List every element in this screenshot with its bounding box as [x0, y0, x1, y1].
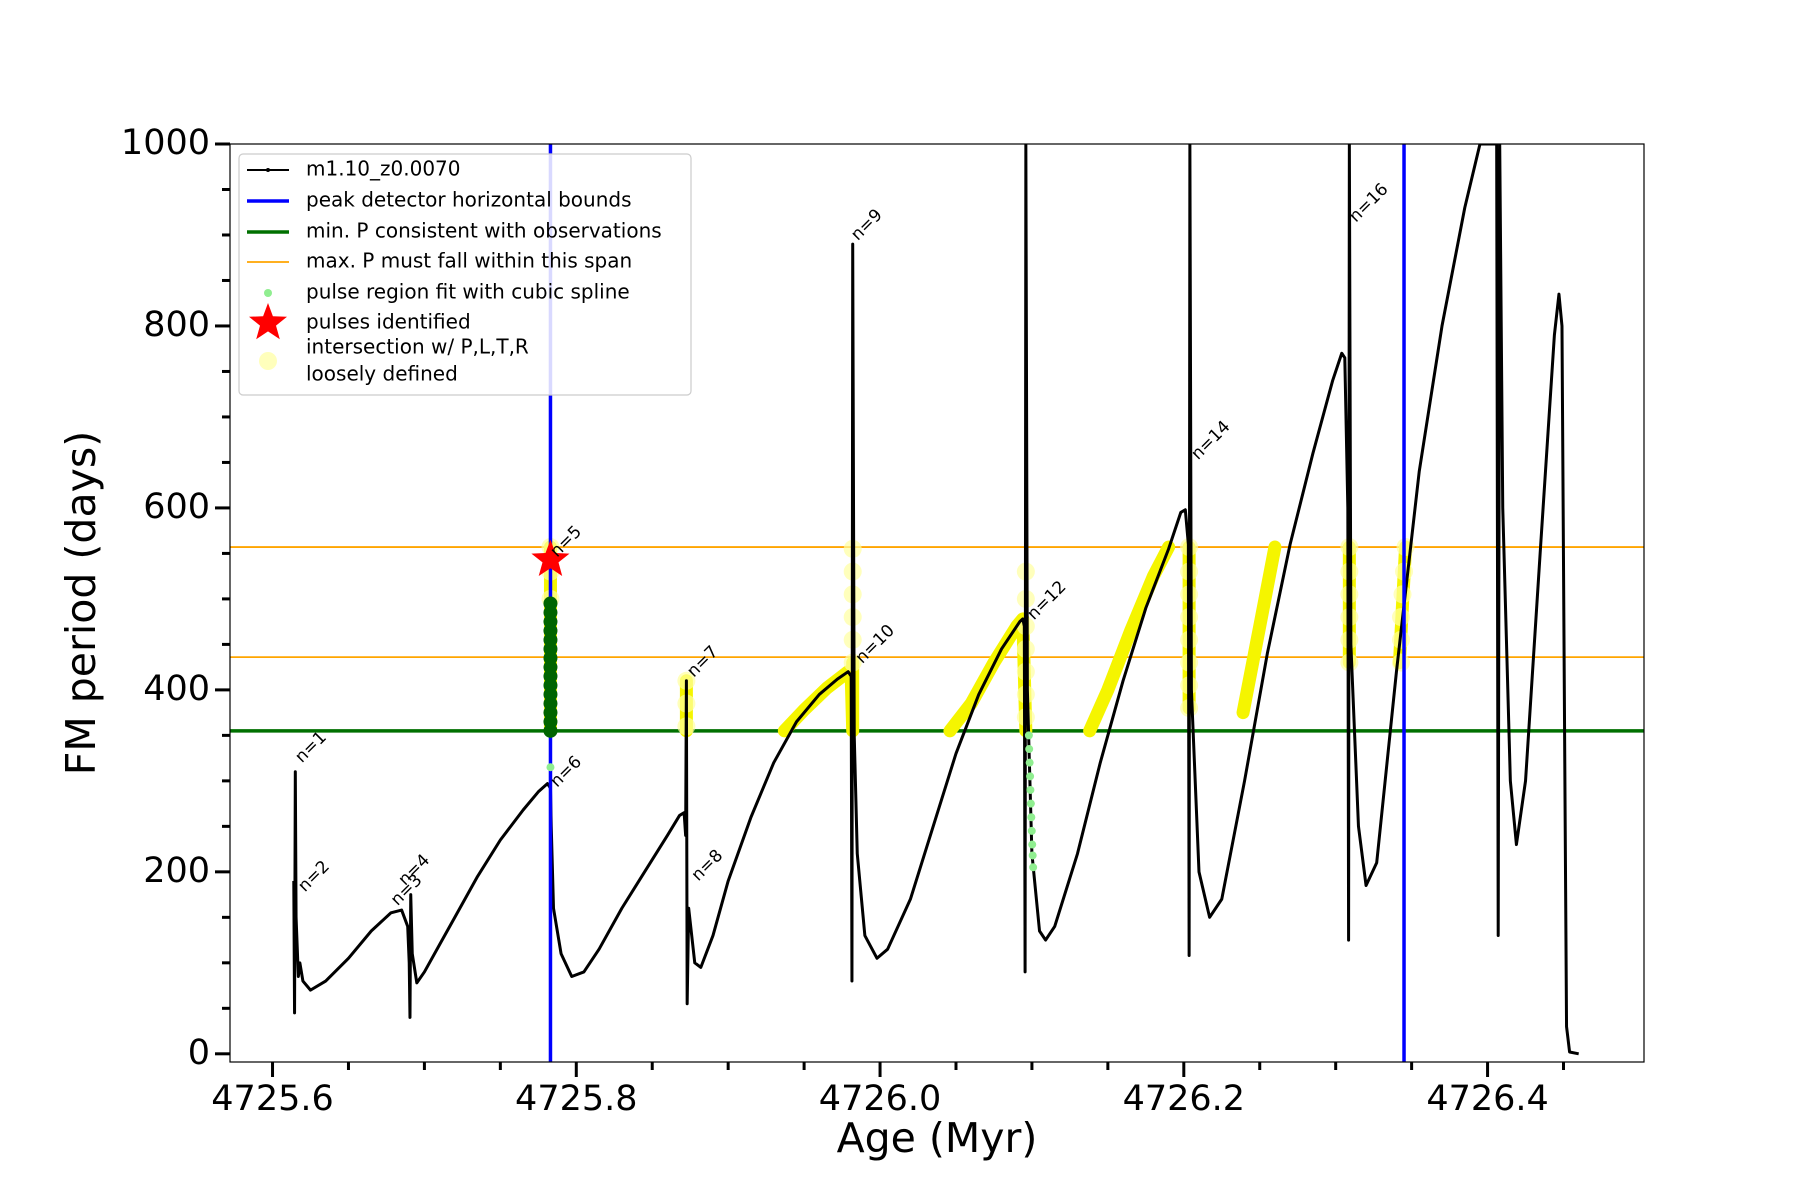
- spline-point: [1028, 840, 1037, 849]
- legend-label: m1.10_z0.0070: [306, 157, 461, 181]
- x-axis-label: Age (Myr): [837, 1114, 1038, 1162]
- y-tick-label: 600: [143, 487, 210, 527]
- x-tick-label: 4725.6: [211, 1079, 333, 1119]
- plot-frame: [229, 143, 1645, 1063]
- pulse-point: [543, 596, 558, 611]
- spline-point: [1027, 826, 1036, 835]
- spline-point: [1024, 731, 1033, 740]
- x-tick-label: 4726.2: [1123, 1079, 1245, 1119]
- y-tick-label: 1000: [121, 123, 210, 163]
- spline-point: [1029, 863, 1038, 872]
- y-tick-label: 800: [143, 305, 210, 345]
- legend-label: peak detector horizontal bounds: [306, 188, 632, 212]
- legend-label: max. P must fall within this span: [306, 249, 632, 273]
- x-tick-label: 4726.4: [1426, 1079, 1548, 1119]
- spline-point: [1028, 851, 1037, 860]
- legend-label: min. P consistent with observations: [306, 219, 662, 243]
- spline-point: [1026, 785, 1035, 794]
- y-tick-label: 200: [143, 851, 210, 891]
- spline-point: [1026, 772, 1035, 781]
- legend-label: intersection w/ P,L,T,R: [306, 335, 529, 359]
- spline-point: [546, 763, 555, 772]
- loose-point: [1391, 653, 1410, 672]
- model-line: [292, 144, 1579, 1056]
- y-tick-label: 0: [188, 1033, 210, 1073]
- legend-dot: [259, 352, 277, 370]
- legend-label: pulses identified: [306, 310, 471, 334]
- plot-area: [230, 144, 1644, 1062]
- x-tick-label: 4725.8: [515, 1079, 637, 1119]
- legend-label: pulse region fit with cubic spline: [306, 280, 630, 304]
- legend-star: [249, 303, 287, 340]
- spline-point: [1027, 813, 1036, 822]
- y-tick-label: 400: [143, 669, 210, 709]
- legend-dot: [264, 289, 272, 297]
- spline-point: [1026, 799, 1035, 808]
- legend-box: [238, 153, 692, 396]
- x-tick-label: 4726.0: [819, 1079, 941, 1119]
- spline-point: [1025, 758, 1034, 767]
- y-axis-label: FM period (days): [57, 431, 105, 775]
- legend-label: loosely defined: [306, 362, 458, 386]
- pulse-star: [531, 539, 570, 576]
- legend-dot: [266, 168, 270, 172]
- spline-point: [1025, 745, 1034, 754]
